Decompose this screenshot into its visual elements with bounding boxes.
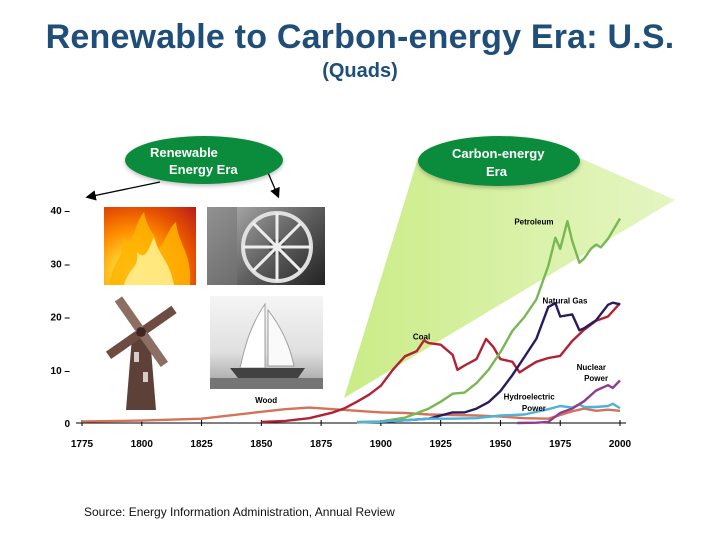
carbon-era-line1: Carbon-energy (452, 146, 545, 161)
y-tick-label: 20 – (51, 313, 71, 324)
carbon-era-beam (344, 158, 675, 398)
waterwheel-image (207, 207, 325, 285)
y-tick-label: 10 – (51, 366, 71, 377)
page-subtitle: (Quads) (322, 60, 398, 82)
series-label-coal: Coal (413, 332, 430, 341)
x-tick-label: 1850 (250, 439, 273, 450)
y-tick-label: 30 – (51, 259, 71, 270)
series-line-petroleum (356, 217, 622, 424)
x-tick-label: 1950 (489, 439, 512, 450)
carbon-era-line2: Era (486, 164, 507, 179)
x-tick-label: 1825 (190, 439, 213, 450)
series-label-petroleum: Petroleum (514, 217, 553, 226)
x-tick-label: 1875 (310, 439, 333, 450)
series-label-hydro: Power (522, 404, 546, 413)
renewable-era-line2: Energy Era (169, 162, 238, 177)
series-line-nuclear (517, 379, 621, 425)
renewable-era-line1: Renewable (150, 145, 218, 160)
series-line-coal (261, 302, 621, 424)
renewable-arrow-left (85, 181, 161, 201)
x-tick-label: 1925 (430, 439, 453, 450)
series-line-wood (81, 406, 621, 423)
x-tick-label: 1900 (370, 439, 393, 450)
series-label-nuclear: Nuclear (577, 363, 606, 372)
chart-series (81, 217, 622, 425)
fire-image (104, 207, 196, 285)
renewable-era-bubble: Renewable Energy Era (125, 136, 283, 184)
x-tick-label: 1800 (131, 439, 154, 450)
x-tick-label: 2000 (609, 439, 632, 450)
y-tick-label: 0 (64, 419, 70, 430)
x-tick-label: 1775 (71, 439, 94, 450)
series-line-hydro (356, 402, 621, 424)
source-note: Source: Energy Information Administratio… (84, 505, 395, 519)
page-title: Renewable to Carbon-energy Era: U.S. (45, 18, 675, 56)
series-label-natural_gas: Natural Gas (543, 297, 588, 306)
chart-series-labels: Wood Coal Petroleum Natural Gas Nuclear Power… (255, 217, 608, 412)
windmill-image (96, 292, 186, 410)
series-label-nuclear: Power (584, 374, 608, 383)
series-label-wood: Wood (255, 396, 277, 405)
series-line-natural_gas (380, 301, 621, 424)
sailing-ship-image (210, 296, 323, 389)
y-tick-label: 40 – (51, 206, 71, 217)
series-label-hydro: Hydroelectric (504, 393, 556, 402)
carbon-era-bubble: Carbon-energy Era (418, 136, 580, 186)
x-tick-label: 1975 (549, 439, 572, 450)
